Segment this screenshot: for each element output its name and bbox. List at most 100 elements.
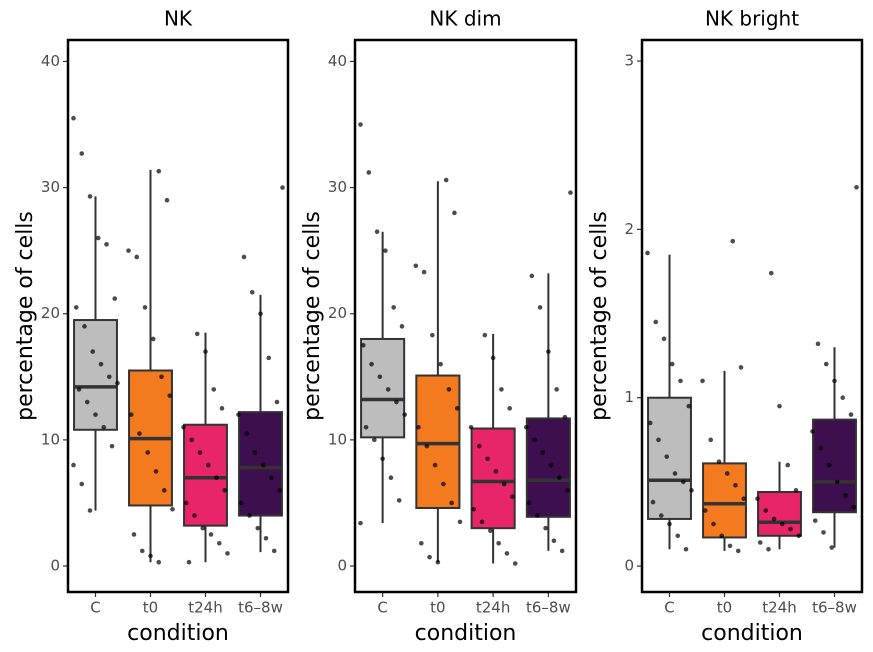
data-point — [126, 248, 131, 253]
data-point — [159, 374, 164, 380]
data-point — [529, 273, 535, 279]
box — [360, 337, 406, 439]
data-point — [548, 462, 554, 468]
x-axis-title: condition — [701, 621, 803, 646]
data-point — [507, 406, 512, 411]
data-point — [735, 548, 741, 554]
y-tick-label: 30 — [41, 178, 60, 196]
data-point — [252, 450, 258, 455]
data-point — [815, 341, 821, 347]
data-point — [741, 496, 747, 502]
data-point — [796, 533, 802, 539]
data-point — [851, 504, 857, 510]
data-point — [112, 296, 118, 301]
data-point — [766, 546, 771, 552]
data-point — [79, 481, 85, 487]
data-point — [818, 445, 824, 451]
x-tick-label: t6–8w — [526, 599, 571, 617]
box — [415, 374, 461, 509]
panel-title: NK — [164, 7, 193, 31]
data-point — [537, 305, 543, 310]
data-point — [93, 412, 98, 417]
data-point — [90, 349, 96, 354]
data-point — [551, 538, 557, 544]
data-point — [156, 559, 162, 565]
data-point — [255, 525, 261, 531]
data-point — [189, 437, 195, 443]
data-point — [667, 521, 672, 527]
data-point — [724, 471, 730, 476]
data-point — [812, 518, 818, 523]
data-point — [192, 513, 197, 518]
data-point — [269, 475, 274, 481]
data-point — [512, 561, 518, 566]
data-point — [719, 533, 725, 539]
data-point — [266, 355, 272, 361]
data-point — [244, 431, 250, 436]
x-tick-label: C — [664, 599, 674, 617]
data-point — [104, 242, 109, 247]
data-point — [372, 437, 377, 443]
data-point — [733, 482, 738, 488]
data-point — [95, 235, 101, 241]
data-point — [247, 513, 252, 518]
box — [812, 418, 857, 514]
y-tick-label: 20 — [41, 304, 60, 322]
data-point — [203, 349, 208, 354]
data-point — [680, 479, 686, 485]
data-point — [664, 454, 670, 459]
x-tick-label: C — [377, 599, 387, 617]
data-point — [479, 519, 485, 525]
data-point — [854, 185, 859, 190]
data-point — [388, 475, 394, 481]
data-point — [358, 122, 363, 127]
x-tick-label: C — [90, 599, 100, 617]
data-point — [501, 481, 507, 487]
data-point — [716, 459, 722, 465]
data-point — [258, 311, 263, 317]
data-point — [238, 500, 244, 506]
data-point — [532, 437, 537, 443]
data-point — [568, 190, 573, 195]
data-point — [700, 378, 705, 384]
box — [470, 427, 516, 530]
data-point — [383, 248, 388, 253]
x-tick-label: t24h — [762, 599, 796, 617]
data-point — [241, 254, 247, 260]
data-point — [540, 450, 546, 455]
data-point — [216, 541, 222, 546]
data-point — [777, 403, 782, 409]
data-point — [380, 456, 385, 462]
box — [757, 491, 802, 537]
data-point — [153, 469, 159, 474]
data-point — [170, 506, 175, 512]
data-point — [810, 429, 815, 434]
data-point — [653, 319, 659, 325]
data-point — [840, 395, 846, 401]
data-point — [186, 559, 192, 565]
data-point — [197, 450, 203, 455]
data-point — [181, 424, 186, 430]
data-point — [683, 546, 689, 552]
data-point — [214, 475, 219, 481]
data-point — [249, 289, 255, 295]
data-point — [139, 548, 145, 554]
data-point — [430, 332, 435, 338]
y-tick-label: 10 — [328, 430, 347, 448]
data-point — [449, 500, 454, 506]
data-point — [219, 406, 225, 411]
x-tick-label: t0 — [717, 599, 732, 617]
data-point — [145, 450, 151, 455]
x-tick-label: t24h — [188, 599, 222, 617]
y-tick-label: 10 — [41, 430, 60, 448]
y-tick-label: 2 — [624, 220, 634, 238]
data-point — [543, 525, 548, 531]
box — [647, 396, 692, 520]
data-point — [263, 535, 269, 541]
data-point — [150, 336, 156, 342]
data-point — [755, 496, 760, 502]
data-point — [559, 548, 565, 554]
data-point — [205, 462, 211, 468]
data-point — [771, 516, 777, 522]
data-point — [271, 548, 277, 554]
